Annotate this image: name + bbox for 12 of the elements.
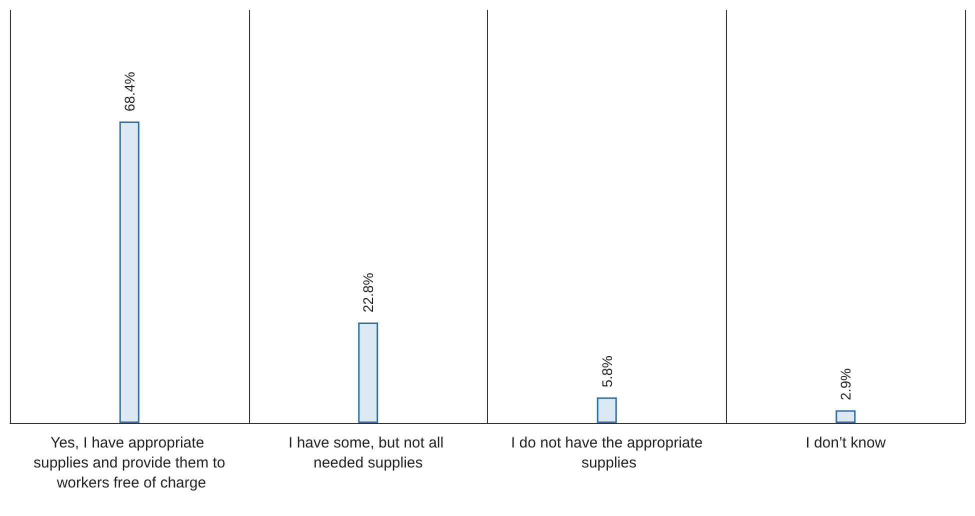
x-tick-label: I have some, but not all needed supplies — [288, 434, 448, 472]
data-label: 68.4% — [121, 72, 138, 112]
bar — [836, 410, 856, 423]
data-label: 22.8% — [360, 272, 376, 313]
bar — [119, 122, 140, 423]
data-label: 5.8% — [598, 356, 615, 388]
bar — [358, 322, 378, 423]
bar — [596, 397, 617, 423]
x-tick-label: I do not have the appropriate supplies — [510, 434, 703, 472]
x-tick-label: I don’t know — [806, 434, 886, 452]
x-tick-label: Yes, I have appropriate supplies and provide them to workers free of charge — [33, 434, 226, 492]
data-label: 2.9% — [838, 368, 854, 400]
